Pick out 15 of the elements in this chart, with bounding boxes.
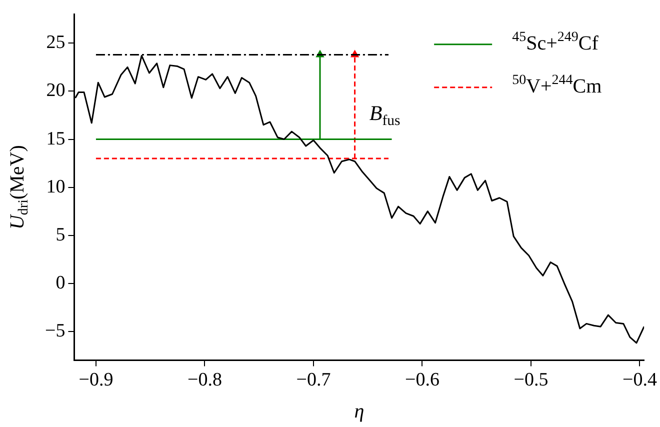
- y-tick-label: 20: [46, 80, 66, 102]
- y-tick-label: −5: [44, 320, 66, 342]
- x-tick-label: −0.6: [404, 370, 440, 391]
- x-tick-label: −0.4: [622, 370, 658, 391]
- x-tick-label: −0.9: [78, 370, 114, 391]
- y-axis-title: Udri(MeV): [6, 145, 32, 230]
- y-tick-label: 25: [46, 32, 66, 54]
- y-tick-label: 10: [46, 176, 66, 198]
- y-tick-label: 5: [56, 224, 66, 246]
- x-tick-label: −0.7: [296, 370, 331, 391]
- y-tick-label: 0: [56, 272, 66, 294]
- x-axis-title: η: [354, 400, 364, 422]
- x-tick-label: −0.5: [514, 370, 548, 391]
- x-tick-label: −0.8: [187, 370, 222, 391]
- y-tick-label: 15: [46, 128, 66, 150]
